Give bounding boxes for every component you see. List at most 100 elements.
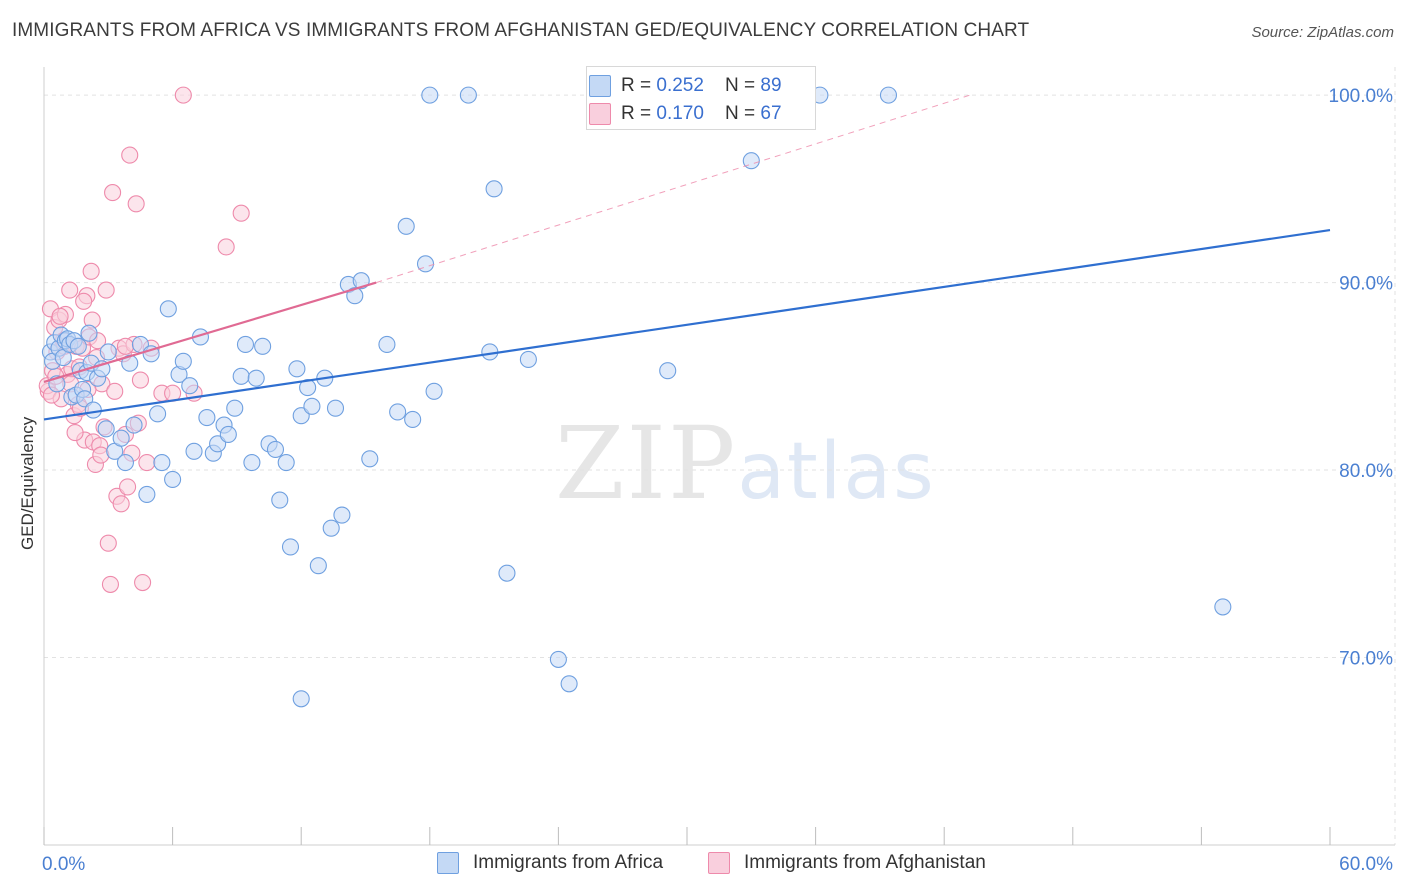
afghanistan-point <box>82 262 100 280</box>
afghanistan-point <box>97 281 115 299</box>
afghanistan-point <box>232 204 250 222</box>
africa-point <box>560 675 578 693</box>
africa-point <box>519 350 537 369</box>
africa-point <box>271 491 289 509</box>
africa-point <box>326 399 345 417</box>
afghanistan-r-value: 0.170 <box>656 103 704 124</box>
afghanistan-point <box>66 424 84 442</box>
y-tick-label: 80.0% <box>1339 461 1393 482</box>
africa-point <box>219 425 237 443</box>
africa-point <box>125 416 143 434</box>
africa-point <box>84 401 102 419</box>
africa-point <box>549 650 567 668</box>
africa-trend-line <box>43 229 1331 421</box>
africa-point <box>99 343 117 361</box>
africa-point <box>236 335 255 354</box>
africa-point <box>333 506 351 524</box>
africa-r-value: 0.252 <box>656 75 704 96</box>
africa-point <box>1214 598 1232 616</box>
africa-point <box>742 152 760 170</box>
africa-point <box>404 410 422 428</box>
afghanistan-trend-line <box>43 281 377 384</box>
afghanistan-point <box>121 146 139 164</box>
afghanistan-point <box>101 575 119 593</box>
tick-labels: 70.0% 80.0% 90.0% 100.0% 0.0% 60.0% <box>42 86 1393 875</box>
africa-point <box>281 538 300 556</box>
africa-point <box>76 390 94 408</box>
africa-point <box>209 435 227 453</box>
y-axis-label: GED/Equivalency <box>18 416 37 550</box>
legend-row-africa: R = 0.252 N = 89 <box>587 72 815 100</box>
afghanistan-n-value: 67 <box>760 103 782 124</box>
trend-lines <box>43 94 1331 421</box>
africa-point <box>181 377 199 395</box>
africa-point <box>243 454 261 472</box>
africa-point <box>352 272 370 290</box>
africa-point <box>277 454 295 472</box>
africa-point <box>303 397 321 415</box>
bottom-africa-label: Immigrants from Africa <box>473 852 664 873</box>
africa-point <box>69 337 87 355</box>
africa-point <box>879 86 898 104</box>
watermark-zip: ZIP <box>555 405 738 522</box>
bottom-legend-afghanistan: Immigrants from Afghanistan <box>708 852 986 874</box>
africa-point <box>174 352 192 370</box>
africa-point <box>416 255 435 273</box>
watermark: ZIPatlas <box>555 405 936 522</box>
afghanistan-point <box>138 454 156 472</box>
africa-point <box>254 337 272 355</box>
afghanistan-point <box>217 238 235 256</box>
legend-row-afghanistan: R = 0.170 N = 67 <box>587 100 815 128</box>
x-tick-label: 60.0% <box>1339 854 1393 875</box>
africa-point <box>288 360 306 378</box>
afghanistan-point <box>106 382 124 400</box>
bottom-afghanistan-label: Immigrants from Afghanistan <box>744 852 986 873</box>
afghanistan-point <box>112 495 130 513</box>
africa-point <box>292 407 310 425</box>
afghanistan-n-label: N = <box>725 103 761 124</box>
africa-point <box>247 369 265 387</box>
afghanistan-point <box>127 195 145 213</box>
afghanistan-point <box>51 307 69 325</box>
watermark-atlas: atlas <box>737 427 936 517</box>
axes <box>43 67 1395 846</box>
africa-point <box>226 399 244 417</box>
afghanistan-point <box>116 337 134 355</box>
afghanistan-point <box>99 534 117 552</box>
x-tick-label: 0.0% <box>42 854 85 875</box>
afghanistan-point <box>104 184 122 202</box>
africa-swatch <box>589 75 611 97</box>
africa-point <box>389 403 407 421</box>
stats-legend: R = 0.252 N = 89 R = 0.170 N = 67 <box>586 66 816 130</box>
africa-point <box>421 86 439 104</box>
africa-point <box>322 519 340 537</box>
africa-point <box>112 429 130 447</box>
afghanistan-point <box>75 292 93 310</box>
source-label: Source: ZipAtlas.com <box>1251 24 1394 41</box>
africa-point <box>659 362 677 380</box>
africa-point <box>198 409 216 427</box>
bottom-africa-swatch <box>437 852 459 874</box>
africa-point <box>346 287 364 305</box>
africa-point <box>153 454 171 472</box>
afghanistan-point <box>61 281 79 299</box>
afghanistan-r-label: R = <box>621 103 657 124</box>
africa-point <box>425 382 443 400</box>
africa-point <box>361 450 379 468</box>
afghanistan-point <box>134 573 152 592</box>
africa-point <box>116 454 134 472</box>
afghanistan-swatch <box>589 103 611 125</box>
africa-point <box>138 485 156 503</box>
y-tick-label: 100.0% <box>1329 86 1394 107</box>
data-points <box>38 86 1232 708</box>
africa-point <box>292 690 310 708</box>
africa-point <box>266 440 285 458</box>
africa-point <box>378 335 396 354</box>
africa-point <box>185 442 203 460</box>
bottom-afghanistan-swatch <box>708 852 730 874</box>
africa-point <box>485 180 503 198</box>
afghanistan-trend-extension <box>376 94 971 284</box>
chart-title: IMMIGRANTS FROM AFRICA VS IMMIGRANTS FRO… <box>12 20 1030 41</box>
afghanistan-point <box>131 371 149 389</box>
